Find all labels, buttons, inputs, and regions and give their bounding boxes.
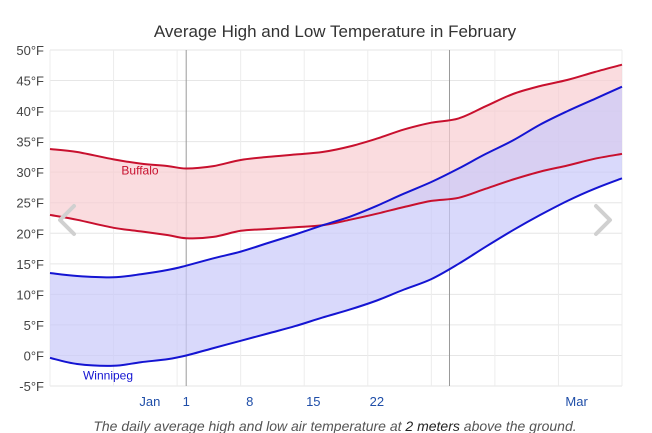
- line-low-winnipeg: [49, 177, 623, 367]
- prev-arrow[interactable]: [58, 204, 76, 236]
- line-high-buffalo: [49, 63, 623, 170]
- x-axis-ticks: Jan 1 8 15 22 Mar: [139, 394, 588, 409]
- x-tick-label: 8: [246, 394, 253, 409]
- series-labels: Buffalo Winnipeg: [83, 164, 159, 383]
- caption-part-3: above the ground.: [460, 418, 577, 433]
- chart-caption: The daily average high and low air tempe…: [93, 418, 576, 433]
- x-tick-label: 15: [306, 394, 320, 409]
- series-label-winnipeg: Winnipeg: [83, 368, 133, 382]
- caption-part-2: 2 meters: [404, 418, 459, 433]
- x-tick-label: 1: [183, 394, 190, 409]
- y-tick-label: 45°F: [16, 74, 44, 89]
- x-tick-label: Jan: [139, 394, 160, 409]
- x-tick-label: Mar: [565, 394, 588, 409]
- chevron-left-icon: [58, 204, 76, 236]
- x-tick-label: 22: [370, 394, 384, 409]
- series-label-buffalo: Buffalo: [121, 164, 158, 178]
- band-winnipeg: [50, 86, 622, 366]
- line-low-buffalo: [49, 152, 623, 240]
- y-tick-label: 40°F: [16, 104, 44, 119]
- y-tick-label: 5°F: [24, 318, 44, 333]
- y-tick-label: -5°F: [19, 379, 44, 394]
- next-arrow[interactable]: [594, 204, 612, 236]
- y-tick-label: 20°F: [16, 226, 44, 241]
- y-tick-label: 35°F: [16, 135, 44, 150]
- line-high-winnipeg: [49, 85, 623, 279]
- band-buffalo: [50, 64, 622, 239]
- chevron-right-icon: [594, 204, 612, 236]
- series-lines: [49, 63, 623, 367]
- y-tick-label: 10°F: [16, 287, 44, 302]
- y-tick-label: 0°F: [24, 348, 44, 363]
- y-tick-label: 50°F: [16, 43, 44, 58]
- chart-title: Average High and Low Temperature in Febr…: [154, 22, 517, 41]
- y-tick-label: 15°F: [16, 257, 44, 272]
- series-bands: [50, 64, 622, 366]
- caption-part-1: The daily average high and low air tempe…: [93, 418, 405, 433]
- y-axis-ticks: -5°F 0°F 5°F 10°F 15°F 20°F 25°F 30°F 35°F 40°F 45…: [16, 43, 44, 394]
- y-tick-label: 25°F: [16, 196, 44, 211]
- y-tick-label: 30°F: [16, 165, 44, 180]
